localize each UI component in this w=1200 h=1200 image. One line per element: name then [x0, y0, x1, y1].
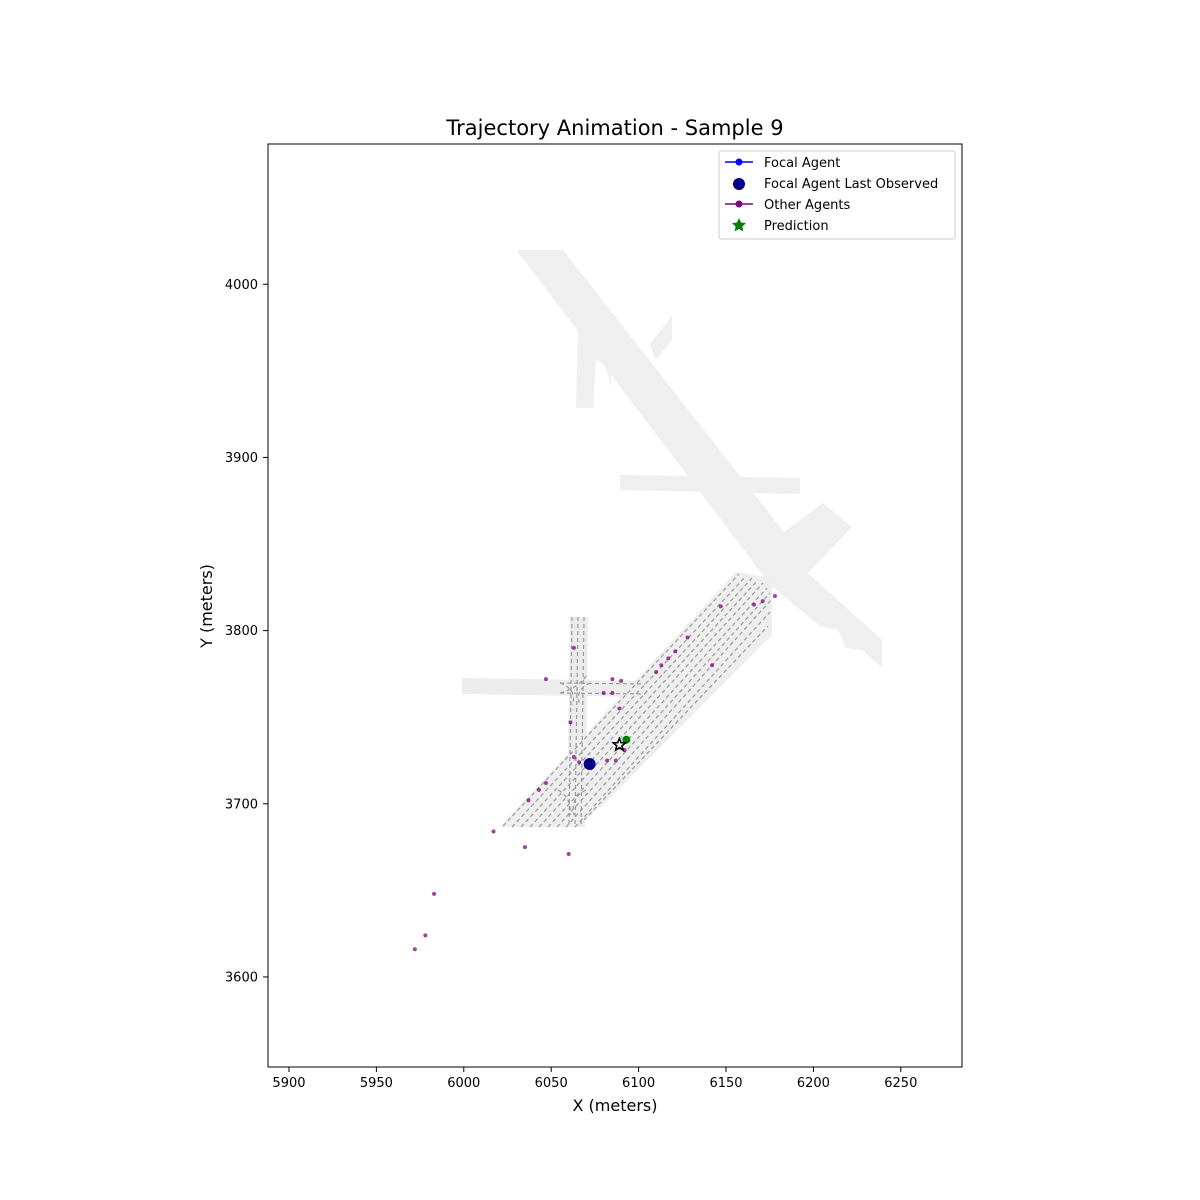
x-tick-label: 6150: [709, 1076, 742, 1091]
y-tick-label: 4000: [225, 278, 258, 293]
x-axis-label: X (meters): [573, 1096, 658, 1115]
y-tick-label: 3700: [225, 797, 258, 812]
other-agent-point: [710, 663, 715, 668]
legend-last-observed-marker: [733, 178, 745, 190]
other-agent-point: [543, 781, 548, 785]
other-agent-point: [751, 602, 756, 607]
legend-last-observed-label: Focal Agent Last Observed: [764, 177, 938, 192]
other-agent-point: [432, 891, 437, 896]
map-background: [462, 250, 882, 828]
other-agent-point: [619, 678, 624, 683]
x-tick-label: 5900: [272, 1076, 305, 1091]
other-agent-point: [577, 760, 582, 765]
x-axis-ticks: 5900 5950 6000 6050 6100 6150 6200 6250: [272, 1067, 917, 1091]
focal-last-observed-point: [583, 757, 596, 770]
other-agent-point: [605, 758, 610, 763]
x-tick-label: 6200: [797, 1076, 830, 1091]
y-axis-label: Y (meters): [197, 564, 216, 649]
y-tick-label: 3900: [225, 451, 258, 466]
legend-focal-label: Focal Agent: [764, 156, 840, 171]
y-axis-ticks: 3600 3700 3800 3900 4000: [225, 278, 268, 985]
other-agent-point: [659, 663, 664, 668]
x-tick-label: 5950: [360, 1076, 393, 1091]
other-agent-point: [412, 947, 417, 952]
other-agent-point: [617, 706, 622, 711]
legend-box: [718, 150, 956, 240]
x-tick-label: 6050: [535, 1076, 568, 1091]
other-agent-point: [571, 755, 576, 760]
other-agent-point: [772, 593, 777, 598]
other-agent-point: [491, 829, 496, 834]
upper-drivable-area: [518, 250, 882, 668]
lane-lines: [502, 573, 772, 828]
legend-other-marker: [735, 200, 743, 208]
prediction-star-icon: [611, 736, 628, 752]
legend-focal-marker: [735, 158, 743, 166]
other-agent-point: [610, 677, 615, 682]
legend-prediction-label: Prediction: [764, 219, 829, 234]
main-diagonal-road: [500, 572, 772, 827]
chart-title: Trajectory Animation - Sample 9: [445, 116, 783, 140]
legend-prediction-star-icon: [732, 218, 746, 232]
other-agent-point: [654, 670, 659, 675]
other-agent-point: [522, 845, 527, 850]
legend-other-label: Other Agents: [764, 198, 851, 213]
other-agent-point: [536, 787, 541, 792]
other-agent-point: [423, 933, 428, 938]
x-tick-label: 6000: [447, 1076, 480, 1091]
other-agent-point: [685, 635, 690, 640]
other-agent-point: [613, 758, 618, 763]
other-agent-point: [666, 656, 671, 661]
y-tick-label: 3600: [225, 970, 258, 985]
other-agent-point: [571, 645, 576, 650]
x-tick-label: 6100: [622, 1076, 655, 1091]
data-marks: [412, 593, 777, 952]
other-agent-point: [543, 677, 548, 682]
other-agent-point: [673, 649, 678, 654]
other-agent-point: [601, 690, 606, 695]
legend: Focal Agent Focal Agent Last Observed Ot…: [718, 150, 956, 240]
other-agent-point: [718, 604, 723, 609]
other-agent-point: [526, 798, 531, 803]
plot-area: [267, 143, 963, 1068]
prediction-point: [622, 735, 631, 744]
west-road: [462, 678, 645, 697]
x-tick-label: 6250: [884, 1076, 917, 1091]
other-agent-point: [610, 690, 615, 695]
y-tick-label: 3800: [225, 624, 258, 639]
other-agent-point: [568, 720, 573, 725]
other-agent-point: [566, 852, 571, 856]
other-agent-point: [760, 599, 765, 604]
